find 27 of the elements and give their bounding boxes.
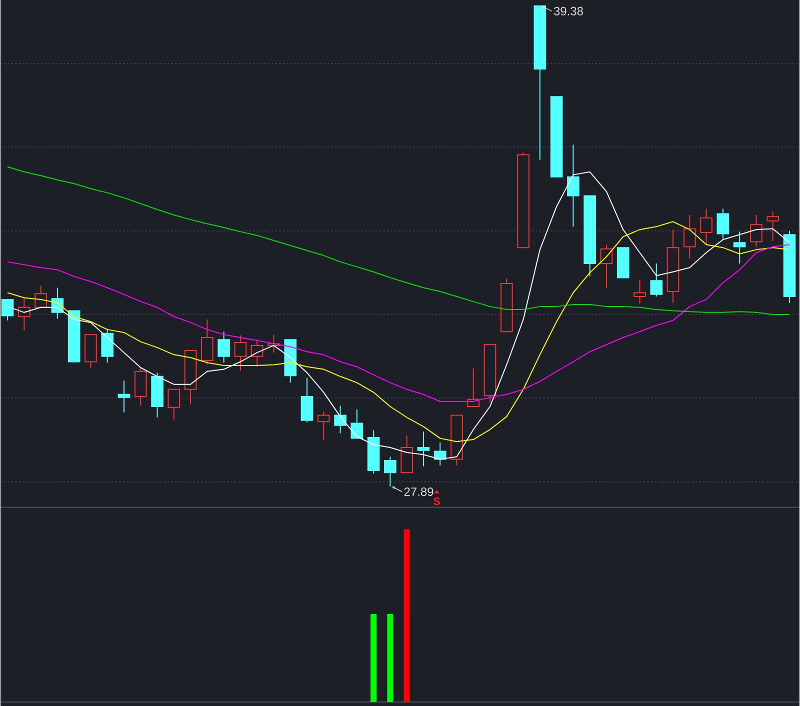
candlestick	[733, 231, 746, 264]
candlestick	[201, 319, 214, 366]
candlestick	[716, 208, 730, 240]
candlestick	[34, 285, 47, 308]
candlestick	[334, 405, 346, 434]
candlestick	[118, 380, 130, 413]
candlestick	[218, 331, 230, 364]
candlestick	[384, 456, 396, 487]
candlestick	[650, 262, 663, 298]
candlestick	[1, 298, 14, 321]
candlestick	[250, 339, 264, 368]
candlestick	[101, 328, 114, 364]
annotation: 27.89	[404, 487, 434, 496]
candlestick	[234, 334, 247, 372]
candlestick	[317, 411, 330, 441]
candlestick	[634, 279, 646, 304]
candlestick	[750, 214, 762, 248]
candlestick	[684, 214, 696, 259]
candlestick	[350, 408, 364, 439]
candlestick	[766, 211, 780, 242]
annotation: S	[434, 497, 440, 506]
candlestick	[300, 377, 314, 423]
annotation: 39.38	[554, 6, 583, 16]
candlestick	[567, 144, 580, 228]
candlestick	[700, 208, 712, 246]
candlestick	[168, 388, 180, 420]
candlestick	[417, 431, 430, 467]
